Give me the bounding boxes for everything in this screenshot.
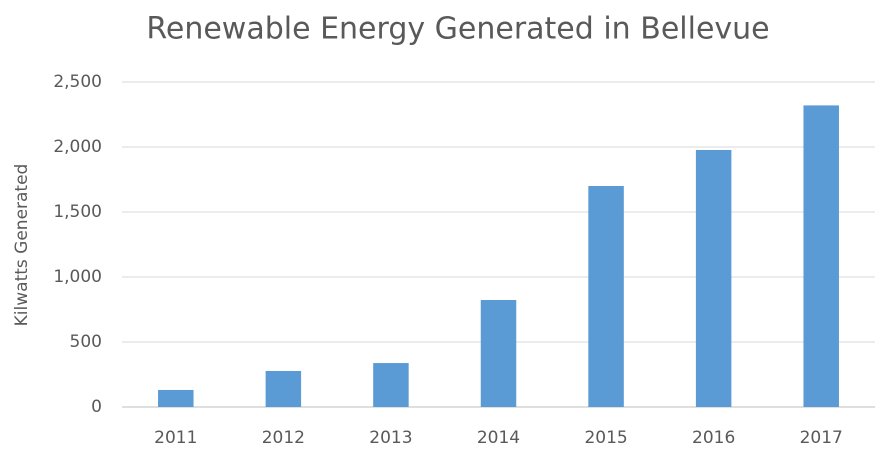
bar [695,149,732,408]
x-tick-label: 2017 [800,428,843,448]
y-tick-label: 1,000 [53,267,102,287]
x-tick-label: 2014 [477,428,520,448]
x-tick-label: 2016 [692,428,735,448]
bar [158,389,194,407]
y-tick-label: 0 [91,397,102,417]
y-tick-label: 2,000 [53,137,102,157]
x-tick-label: 2015 [584,428,627,448]
y-axis-title: Kilwatts Generated [12,164,32,327]
y-tick-label: 2,500 [53,72,102,92]
bar [588,186,624,407]
x-tick-label: 2011 [154,428,197,448]
x-tick-label: 2012 [262,428,305,448]
chart-title: Renewable Energy Generated in Bellevue [146,12,769,47]
y-tick-label: 1,500 [53,202,102,222]
bar [480,300,517,407]
bar [265,370,302,407]
bar [803,105,839,408]
y-tick-label: 500 [70,332,102,352]
x-tick-label: 2013 [369,428,412,448]
bar [373,363,409,407]
